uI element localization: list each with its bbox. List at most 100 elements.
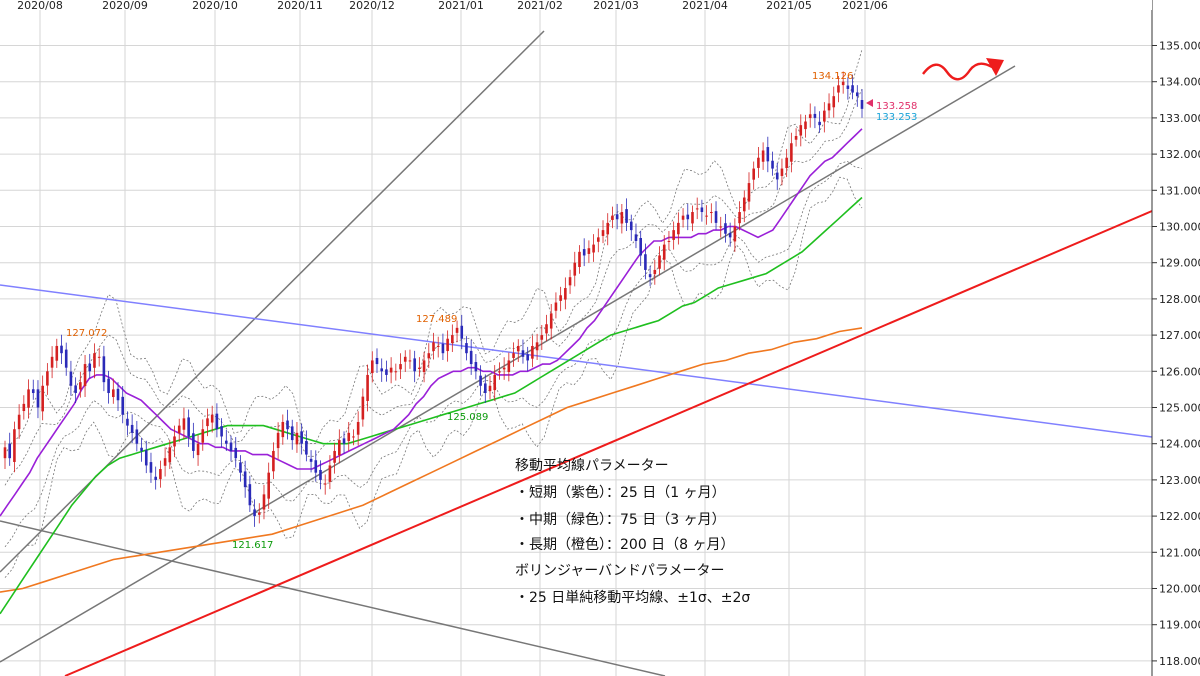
candle-body bbox=[479, 375, 482, 386]
candle-body bbox=[50, 356, 54, 368]
candle-body bbox=[64, 349, 68, 368]
candle-body bbox=[667, 240, 671, 242]
x-tick-label: 2020/08 bbox=[17, 0, 63, 12]
candle-body bbox=[319, 469, 322, 480]
candle-body bbox=[855, 92, 859, 97]
candle-body bbox=[328, 465, 332, 482]
candle-body bbox=[338, 440, 341, 456]
x-tick-label: 2021/03 bbox=[593, 0, 639, 12]
x-tick-label: 2020/12 bbox=[349, 0, 395, 12]
candle-body bbox=[46, 371, 49, 386]
y-tick-label: 125.000 bbox=[1159, 402, 1200, 415]
ma-mid-line bbox=[0, 196, 863, 615]
price-axis: 135.000 134.000 133.000 132.000 131.000 130.0… bbox=[1152, 40, 1200, 668]
candle-body bbox=[554, 302, 558, 311]
candle-body bbox=[841, 81, 845, 86]
candle-body bbox=[469, 350, 473, 365]
price-annotation: 134.126 bbox=[812, 71, 853, 82]
candle-body bbox=[535, 342, 539, 351]
candle-body bbox=[182, 418, 186, 430]
candle-body bbox=[121, 396, 125, 415]
trend-lines bbox=[0, 30, 1153, 676]
candle-body bbox=[380, 368, 384, 372]
candle-body bbox=[451, 335, 454, 344]
candle-body bbox=[342, 438, 346, 444]
x-tick-label: 2021/05 bbox=[766, 0, 812, 12]
candle-body bbox=[144, 450, 148, 466]
candle-body bbox=[112, 389, 115, 398]
price-annotation: 127.072 bbox=[66, 328, 107, 339]
candle-body bbox=[333, 450, 336, 463]
parameter-note-line: 移動平均線パラメーター bbox=[515, 458, 669, 474]
candle-body bbox=[851, 85, 854, 93]
candle-body bbox=[790, 143, 793, 162]
candle-body bbox=[455, 327, 459, 333]
parameter-note: 移動平均線パラメーター・短期（紫色）：25 日（1 ヶ月） ・中期（緑色）：75 … bbox=[515, 458, 750, 606]
candle-body bbox=[615, 214, 619, 220]
candle-body bbox=[780, 168, 784, 176]
candle-body bbox=[375, 357, 379, 365]
candle-body bbox=[88, 363, 92, 372]
price-annotation: 133.258 bbox=[876, 101, 917, 112]
candle-body bbox=[837, 85, 840, 93]
candle-body bbox=[488, 385, 492, 392]
current-price-marker bbox=[866, 99, 873, 107]
candle-body bbox=[531, 345, 534, 359]
parameter-note-line: ・25 日単純移動平均線、±1σ、±2σ bbox=[515, 590, 750, 606]
candle-body bbox=[742, 197, 746, 212]
parameter-note-line: ・長期（橙色）：200 日（8 ヶ月） bbox=[515, 536, 735, 553]
candle-body bbox=[389, 367, 393, 373]
x-tick-label: 2021/06 bbox=[842, 0, 888, 12]
moving-averages bbox=[0, 128, 863, 615]
candle-body bbox=[625, 209, 628, 223]
candle-body bbox=[385, 369, 388, 375]
candle-body bbox=[719, 226, 723, 228]
candle-body bbox=[370, 360, 374, 374]
candle-body bbox=[502, 367, 506, 370]
candle-body bbox=[352, 436, 355, 438]
y-tick-label: 124.000 bbox=[1159, 438, 1200, 451]
candle-body bbox=[606, 222, 610, 235]
candle-body bbox=[724, 223, 727, 234]
candle-body bbox=[159, 469, 162, 480]
candle-body bbox=[69, 371, 73, 386]
candle-body bbox=[460, 325, 464, 339]
candle-body bbox=[149, 462, 153, 473]
candle-body bbox=[808, 114, 812, 118]
x-tick-label: 2021/02 bbox=[517, 0, 563, 12]
candle-body bbox=[168, 447, 172, 463]
candle-body bbox=[587, 248, 591, 254]
candle-body bbox=[418, 367, 421, 370]
candle-body bbox=[804, 121, 807, 130]
candle-body bbox=[705, 215, 708, 217]
candle-body bbox=[366, 374, 369, 401]
candle-body bbox=[799, 125, 803, 136]
candle-body bbox=[229, 442, 233, 451]
candle-body bbox=[771, 160, 774, 169]
candle-body bbox=[290, 426, 294, 441]
candle-body bbox=[257, 512, 261, 515]
x-tick-label: 2020/11 bbox=[277, 0, 323, 12]
candle-body bbox=[253, 509, 256, 517]
parameter-note-line: ・中期（緑色）：75 日（3 ヶ月） bbox=[515, 511, 726, 528]
candlesticks bbox=[3, 71, 864, 527]
x-tick-label: 2020/09 bbox=[102, 0, 148, 12]
candle-body bbox=[107, 378, 110, 394]
candle-body bbox=[248, 484, 252, 506]
candle-body bbox=[677, 222, 680, 235]
annotations: 127.072 127.489 134.126 121.617 125.089 133.2… bbox=[66, 58, 1004, 551]
candle-body bbox=[408, 360, 412, 362]
y-tick-label: 123.000 bbox=[1159, 474, 1200, 487]
candle-body bbox=[832, 96, 836, 108]
candle-body bbox=[102, 356, 106, 383]
x-tick-label: 2021/04 bbox=[682, 0, 728, 12]
candle-body bbox=[300, 431, 303, 444]
candle-body bbox=[540, 335, 544, 340]
candle-body bbox=[17, 414, 21, 430]
candle-body bbox=[597, 237, 600, 242]
candle-body bbox=[243, 471, 247, 488]
candle-body bbox=[493, 374, 497, 391]
candle-body bbox=[394, 371, 398, 373]
gray-trend-line bbox=[0, 520, 666, 676]
